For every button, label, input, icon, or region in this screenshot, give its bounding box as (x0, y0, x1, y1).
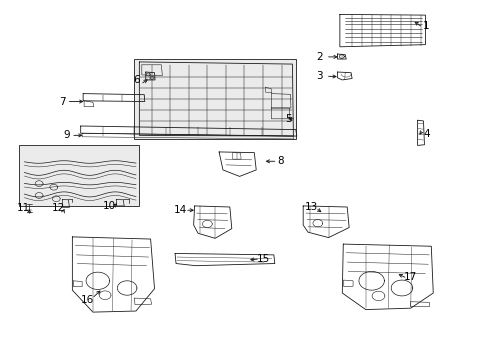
Text: 5: 5 (285, 114, 291, 124)
Text: 3: 3 (316, 71, 323, 81)
Bar (134, 59, 295, 139)
Text: 4: 4 (422, 129, 429, 139)
Text: 16: 16 (80, 294, 94, 305)
Text: 14: 14 (174, 205, 187, 215)
Text: 6: 6 (133, 75, 140, 85)
Text: 7: 7 (59, 96, 66, 107)
Text: 13: 13 (304, 202, 317, 212)
Text: 2: 2 (316, 52, 323, 62)
Text: 11: 11 (16, 203, 30, 213)
Text: 17: 17 (403, 272, 417, 282)
Bar (19, 145, 139, 206)
Text: 12: 12 (52, 203, 65, 213)
Text: 1: 1 (422, 21, 429, 31)
Text: 8: 8 (277, 156, 284, 166)
Text: 10: 10 (103, 201, 116, 211)
Text: 9: 9 (63, 130, 70, 140)
Text: 15: 15 (256, 254, 269, 264)
